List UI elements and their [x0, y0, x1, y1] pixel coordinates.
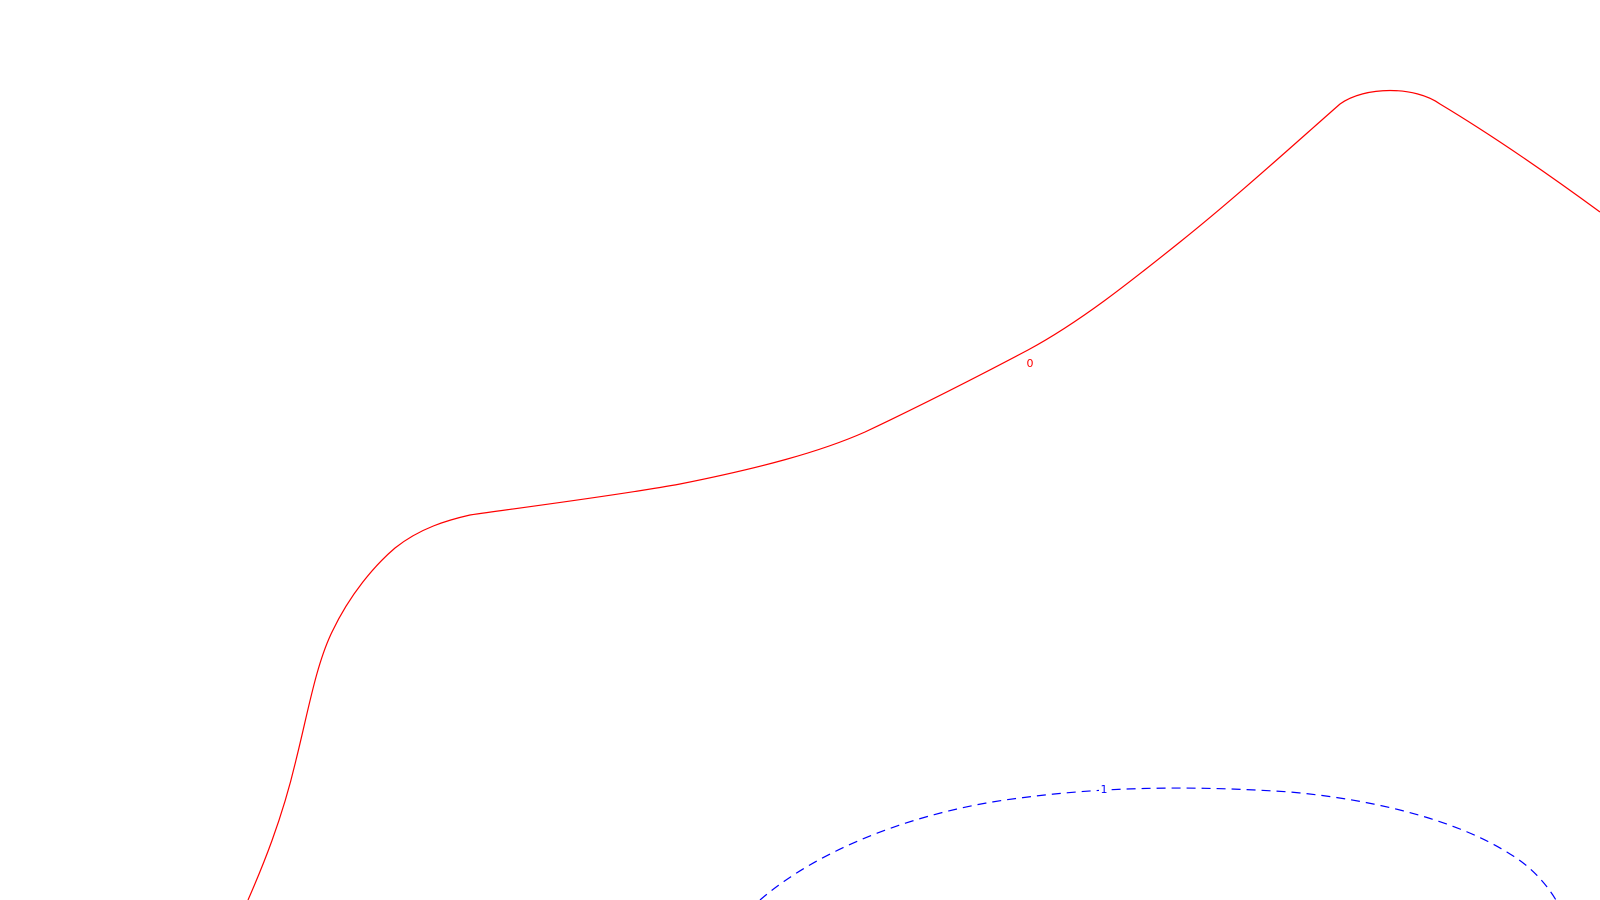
contour-label-0: 0 [1027, 357, 1034, 370]
contour-label-1: 1 [1101, 783, 1108, 796]
contour-line-0 [247, 90, 1600, 900]
contour-line-1 [759, 787, 1557, 900]
contour-label-1-bg [1099, 783, 1109, 795]
contour-label-0-bg [1025, 357, 1035, 369]
